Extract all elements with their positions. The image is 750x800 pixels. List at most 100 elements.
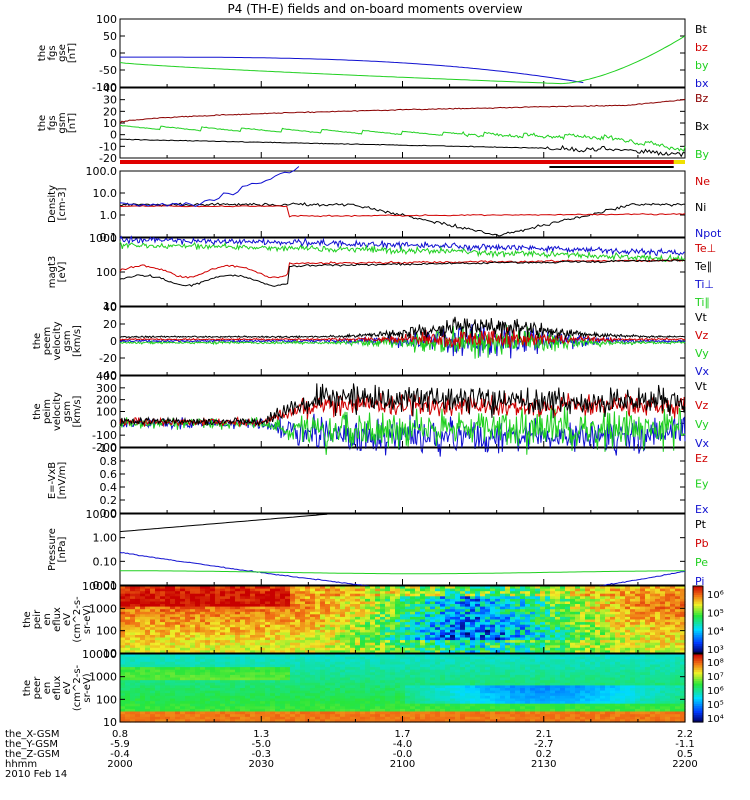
legend-Vx: Vx <box>695 365 710 378</box>
mode-bar-red <box>120 160 685 164</box>
x-axis-value: -5.9 <box>110 739 130 750</box>
series-Bx <box>120 138 686 158</box>
legend-Vz: Vz <box>695 399 709 412</box>
y-tick-label: 1000 <box>89 232 117 245</box>
y-axis-label: (cm^2-s- <box>72 596 83 643</box>
y-axis-label: eV <box>62 613 73 626</box>
series-bx <box>120 56 584 84</box>
x-axis-row-label: the_Z-GSM <box>5 749 60 760</box>
y-axis-label: gsm <box>62 330 73 351</box>
x-axis-value: -1.1 <box>675 739 695 750</box>
y-tick-label: 10.0 <box>93 187 118 200</box>
y-tick-label: 50 <box>103 30 117 43</box>
series-Te-par <box>119 259 686 287</box>
legend-Vx: Vx <box>695 437 710 450</box>
colorbar-ion-spectrogram: 10⁶ 10⁵ 10⁴ 10³ <box>692 585 724 656</box>
y-tick-label: 20 <box>103 105 117 118</box>
panel-frame <box>119 87 686 159</box>
legend-Ez: Ez <box>695 452 708 465</box>
series-Vt <box>119 383 686 427</box>
y-axis-label: the <box>32 333 43 349</box>
y-axis-label: [mV/m] <box>57 462 68 500</box>
y-tick-label: 1000 <box>89 671 117 684</box>
series-Vy <box>119 406 686 455</box>
series-Ti-perp <box>119 235 686 257</box>
legend-Te∥: Te∥ <box>694 260 712 273</box>
y-axis-label: gsm <box>57 112 68 133</box>
y-axis-label: eflux <box>52 607 63 632</box>
y-axis-label: [km/s] <box>72 395 83 427</box>
y-axis-label: the <box>22 611 33 627</box>
y-axis-label: fgs <box>47 45 58 60</box>
y-axis-label: Density <box>47 185 58 223</box>
colorbar-label: 10⁴ <box>707 714 724 725</box>
y-tick-label: 0 <box>110 47 117 60</box>
series-By <box>120 125 686 152</box>
y-tick-label: 1000 <box>89 602 117 615</box>
colorbar-label: 10⁸ <box>707 658 724 669</box>
y-axis-label: eV <box>62 681 73 694</box>
legend-bx: bx <box>695 77 709 90</box>
colorbar-frame <box>692 585 704 654</box>
y-axis-label: magt3 <box>47 256 58 289</box>
y-tick-label: 0.2 <box>100 494 118 507</box>
y-axis-label: peer <box>32 676 43 700</box>
legend-Vt: Vt <box>695 380 708 393</box>
series-Npot <box>119 166 300 207</box>
y-tick-label: 0.01 <box>93 579 118 592</box>
x-axis-value: 0.2 <box>536 749 552 760</box>
y-axis-label: [nT] <box>67 113 78 133</box>
panel-efield: 1.00.80.60.40.20.0 E=-VxB [mV/m] Ez Ey Ex <box>47 442 709 520</box>
y-axis-label: the <box>37 45 48 61</box>
x-axis-labels: the_X-GSM 0.8 1.3 1.7 2.1 2.2 the_Y-GSM -5.9 -5.… <box>5 729 698 780</box>
legend-by: by <box>695 59 709 72</box>
ion-spectrogram-image <box>120 586 686 654</box>
x-axis-value: -0.0 <box>393 749 413 760</box>
legend-By: By <box>695 148 710 161</box>
y-axis-label: gsm <box>62 401 73 422</box>
y-axis-label: E=-VxB <box>47 462 58 499</box>
legend-Pt: Pt <box>695 518 707 531</box>
x-axis-value: 2.2 <box>677 729 693 740</box>
y-tick-label: -20 <box>99 152 117 165</box>
y-tick-label: 0.0 <box>100 507 118 520</box>
y-tick-label: 20 <box>103 318 117 331</box>
y-tick-label: 40 <box>103 82 117 95</box>
y-axis-label: peir <box>32 609 43 629</box>
y-axis-label: [cm-3] <box>57 187 68 220</box>
y-axis-label: velocity <box>52 321 63 360</box>
colorbar-label: 10³ <box>707 645 724 656</box>
y-tick-label: 10 <box>103 716 117 729</box>
series-Ti-par <box>119 241 686 263</box>
y-tick-label: 0.8 <box>100 455 118 468</box>
y-tick-label: -100 <box>92 429 117 442</box>
y-tick-label: 100 <box>96 406 117 419</box>
panel-frame <box>119 447 686 514</box>
y-tick-label: 10 <box>103 117 117 130</box>
panel-electron-spectrogram: 10000 1000 100 10 the peer en eflux eV (cm^2-s-sr… <box>22 648 724 729</box>
legend-Pe: Pe <box>695 556 708 569</box>
electron-spectrogram-image <box>120 654 686 723</box>
y-tick-label: 400 <box>96 370 117 383</box>
x-axis-value: 0.8 <box>112 729 128 740</box>
x-axis-row-label: the_Y-GSM <box>5 739 58 750</box>
panel-density: 100.0 10.0 1.0 0.1 Density [cm-3] Ne Ni Npot <box>47 165 722 244</box>
mode-bar-yellow <box>673 160 685 164</box>
legend-Te⊥: Te⊥ <box>694 242 716 255</box>
series-by <box>119 35 686 85</box>
y-tick-label: 10000 <box>82 580 117 593</box>
y-tick-label: 100.0 <box>86 165 118 178</box>
panel-ion-spectrogram: 10000 1000 100 10 the peir en eflux eV (cm^2-s-sr… <box>22 580 724 660</box>
y-axis-label: fgs <box>47 115 58 130</box>
colorbar-label: 10⁷ <box>707 672 724 683</box>
colorbar-label: 10⁶ <box>707 590 724 601</box>
colorbar-frame <box>692 653 704 723</box>
x-axis-value: 1.7 <box>395 729 411 740</box>
y-axis-label: sr-eV) <box>82 605 93 634</box>
y-tick-label: 100 <box>96 266 117 279</box>
y-tick-label: 10000 <box>82 648 117 661</box>
y-tick-label: 0.6 <box>100 468 118 481</box>
y-tick-label: 100 <box>96 693 117 706</box>
